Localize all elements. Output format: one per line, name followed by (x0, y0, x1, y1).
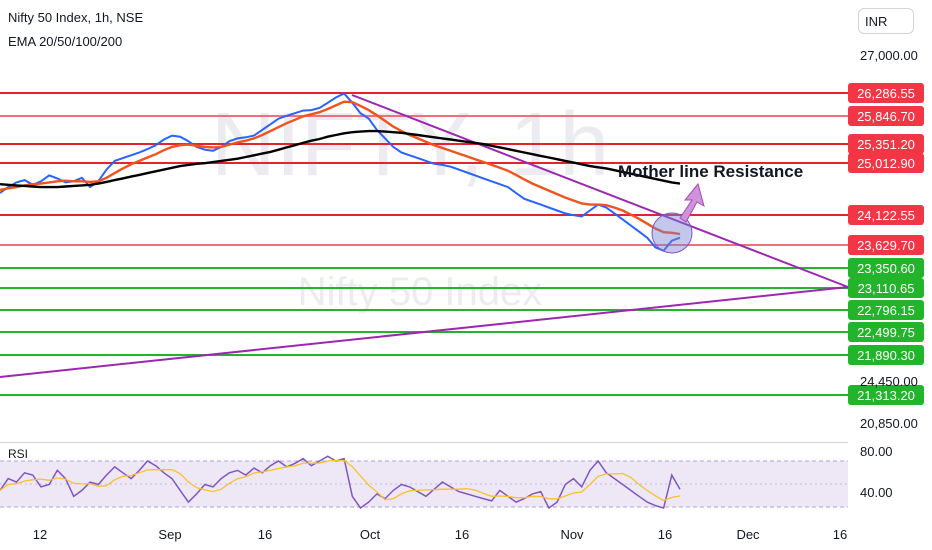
price-label-bg (848, 205, 924, 225)
price-label: 24,122.55 (857, 208, 915, 223)
trendline-down (351, 94, 849, 288)
price-label-bg (848, 278, 924, 298)
price-label-bg (848, 235, 924, 255)
price-label: 25,012.90 (857, 156, 915, 171)
price-label: 21,890.30 (857, 348, 915, 363)
price-label: 22,499.75 (857, 325, 915, 340)
x-tick: Nov (560, 527, 584, 542)
price-label-bg (848, 322, 924, 342)
price-label: 23,629.70 (857, 238, 915, 253)
rsi-label: RSI (8, 447, 29, 461)
price-label-bg (848, 106, 924, 126)
rsi-tick: 80.00 (860, 444, 893, 459)
x-tick: 16 (455, 527, 469, 542)
price-label-bg (848, 300, 924, 320)
y-tick: 24,450.00 (860, 374, 918, 389)
x-tick: 12 (33, 527, 47, 542)
price-label: 25,351.20 (857, 137, 915, 152)
y-tick: 20,850.00 (860, 416, 918, 431)
chart-title: Nifty 50 Index, 1h, NSE (8, 10, 144, 25)
currency-button[interactable]: INR (858, 8, 914, 34)
price-label-bg (848, 83, 924, 103)
pane-divider (0, 442, 848, 443)
series-line-price (0, 92, 681, 252)
price-label-bg (848, 258, 924, 278)
x-tick: Oct (360, 527, 381, 542)
price-label: 25,846.70 (857, 109, 915, 124)
series-line-ema-200 (0, 129, 681, 189)
annotation-text: Mother line Resistance (618, 162, 804, 181)
x-tick: Sep (158, 527, 181, 542)
trendline-up (0, 286, 849, 378)
price-label-bg (848, 385, 924, 405)
series-line-ema-20 (0, 100, 681, 236)
price-label: 23,110.65 (858, 281, 915, 296)
x-tick: 16 (658, 527, 672, 542)
rsi-line (0, 455, 681, 510)
price-label-bg (848, 345, 924, 365)
x-tick: 16 (833, 527, 847, 542)
rsi-ma-line (0, 459, 681, 502)
price-label: 26,286.55 (857, 86, 915, 101)
x-tick: 16 (258, 527, 272, 542)
price-label: 23,350.60 (857, 261, 915, 276)
price-label: 22,796.15 (857, 303, 915, 318)
price-label-bg (848, 153, 924, 173)
indicator-label: EMA 20/50/100/200 (8, 34, 123, 49)
x-tick: Dec (736, 527, 760, 542)
rsi-tick: 40.00 (860, 485, 893, 500)
watermark-small: Nifty 50 Index (298, 270, 543, 314)
y-tick: 27,000.00 (860, 48, 918, 63)
price-label: 21,313.20 (857, 388, 915, 403)
arrow-up-icon (679, 182, 705, 223)
highlight-circle (651, 212, 693, 254)
price-label-bg (848, 134, 924, 154)
